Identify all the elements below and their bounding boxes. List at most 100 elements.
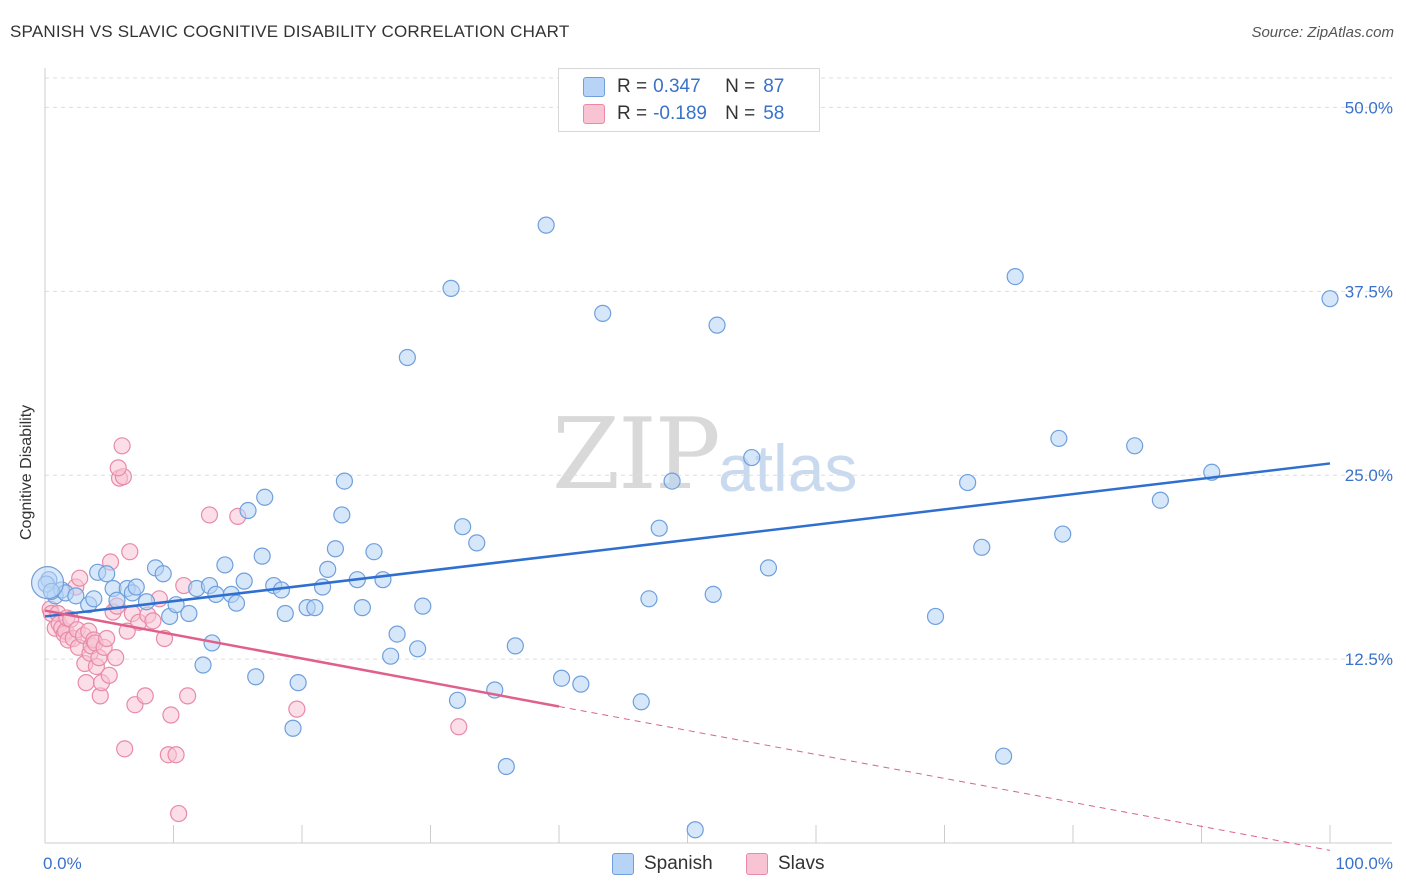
axes [44, 68, 1392, 844]
legend-row-slavs: R = -0.189 N = 58 [583, 103, 784, 125]
slavs-point [136, 687, 154, 705]
spanish-point [743, 448, 761, 467]
spanish-legend-label: Spanish [644, 853, 713, 874]
legend-item-spanish[interactable]: Spanish [612, 852, 713, 876]
slavs-point [144, 612, 162, 630]
tick-labels: 12.5% 25.0% 37.5% 50.0% 0.0% 100.0% [43, 98, 1393, 873]
slavs-point [116, 740, 134, 758]
chart-title: SPANISH VS SLAVIC COGNITIVE DISABILITY C… [10, 22, 570, 41]
spanish-legend-swatch [612, 853, 634, 875]
spanish-point [227, 594, 246, 612]
y-tick-label: 37.5% [1345, 282, 1393, 301]
slavs-point [288, 700, 306, 718]
spanish-point [1054, 525, 1072, 543]
spanish-point [284, 719, 302, 737]
spanish-point [374, 571, 392, 589]
spanish-trend-line [44, 462, 1331, 618]
spanish-point [137, 593, 156, 611]
spanish-point [216, 556, 234, 574]
spanish-point [235, 572, 253, 590]
slavs-point [450, 718, 468, 736]
slavs-legend-swatch [746, 853, 768, 875]
spanish-point [497, 757, 515, 776]
spanish-point [442, 279, 460, 297]
spanish-swatch [583, 77, 605, 97]
spanish-point [926, 607, 945, 626]
spanish-point [537, 216, 555, 234]
spanish-point [353, 599, 371, 617]
spanish-point [388, 625, 406, 643]
spanish-point [468, 534, 486, 552]
y-tick-label: 50.0% [1345, 98, 1393, 117]
spanish-point [959, 473, 977, 492]
spanish-point [1050, 429, 1068, 448]
spanish-point [663, 472, 681, 490]
spanish-point [313, 578, 332, 596]
spanish-point [365, 543, 383, 561]
spanish-point [650, 519, 668, 537]
spanish-point [180, 604, 198, 623]
legend-item-slavs[interactable]: Slavs [746, 852, 824, 876]
spanish-point [256, 488, 274, 506]
slavs-point [107, 649, 125, 667]
n-value: 58 [763, 103, 785, 124]
spanish-point [995, 747, 1013, 765]
spanish-point [1151, 491, 1169, 509]
grid-lines [45, 77, 1392, 660]
spanish-point [333, 506, 351, 524]
r-value: 0.347 [653, 76, 701, 97]
slavs-point [100, 666, 118, 684]
slavs-trend-extension [558, 705, 1331, 851]
spanish-point [289, 674, 307, 692]
spanish-point [632, 693, 650, 711]
n-value: 87 [763, 76, 785, 97]
spanish-point [1321, 290, 1339, 308]
spanish-point [448, 691, 467, 709]
spanish-point [319, 560, 337, 578]
watermark-zip: ZIP [552, 398, 721, 512]
spanish-point [704, 585, 722, 603]
n-label: N = [725, 103, 756, 124]
spanish-point [276, 604, 294, 623]
watermark-atlas: atlas [718, 431, 858, 505]
spanish-point [398, 348, 416, 367]
r-value: -0.189 [653, 103, 707, 124]
x-tick-label: 100.0% [1335, 854, 1393, 873]
slavs-swatch [583, 104, 605, 124]
spanish-point [335, 472, 354, 490]
spanish-point [552, 669, 571, 687]
spanish-point [194, 656, 212, 674]
slavs-trend-line [44, 609, 560, 708]
spanish-point [382, 647, 400, 665]
spanish-point [594, 304, 612, 322]
slavs-point [162, 706, 180, 724]
slavs-point [109, 459, 127, 477]
slavs-point [77, 674, 95, 692]
trend-lines [44, 462, 1331, 851]
spanish-point [127, 578, 145, 596]
spanish-point [98, 565, 116, 583]
slavs-legend-label: Slavs [778, 853, 825, 874]
slavs-point [200, 506, 219, 524]
spanish-point [759, 559, 778, 577]
y-tick-label: 25.0% [1345, 466, 1393, 485]
legend-row-spanish: R = 0.347 N = 87 [583, 76, 784, 98]
spanish-point [572, 675, 590, 693]
spanish-point [409, 640, 427, 658]
spanish-point [154, 565, 172, 583]
y-tick-label: 12.5% [1345, 650, 1393, 669]
spanish-point [454, 518, 472, 536]
slavs-point [179, 687, 197, 705]
slavs-point [167, 746, 185, 764]
spanish-point [506, 637, 524, 655]
slavs-point [113, 437, 131, 455]
spanish-point [247, 668, 265, 686]
spanish-point [640, 590, 658, 608]
spanish-point [708, 316, 726, 334]
spanish-point [1126, 437, 1144, 455]
n-label: N = [725, 76, 756, 97]
slavs-point [170, 804, 188, 823]
spanish-point-large [30, 566, 65, 600]
spanish-point [326, 540, 345, 558]
